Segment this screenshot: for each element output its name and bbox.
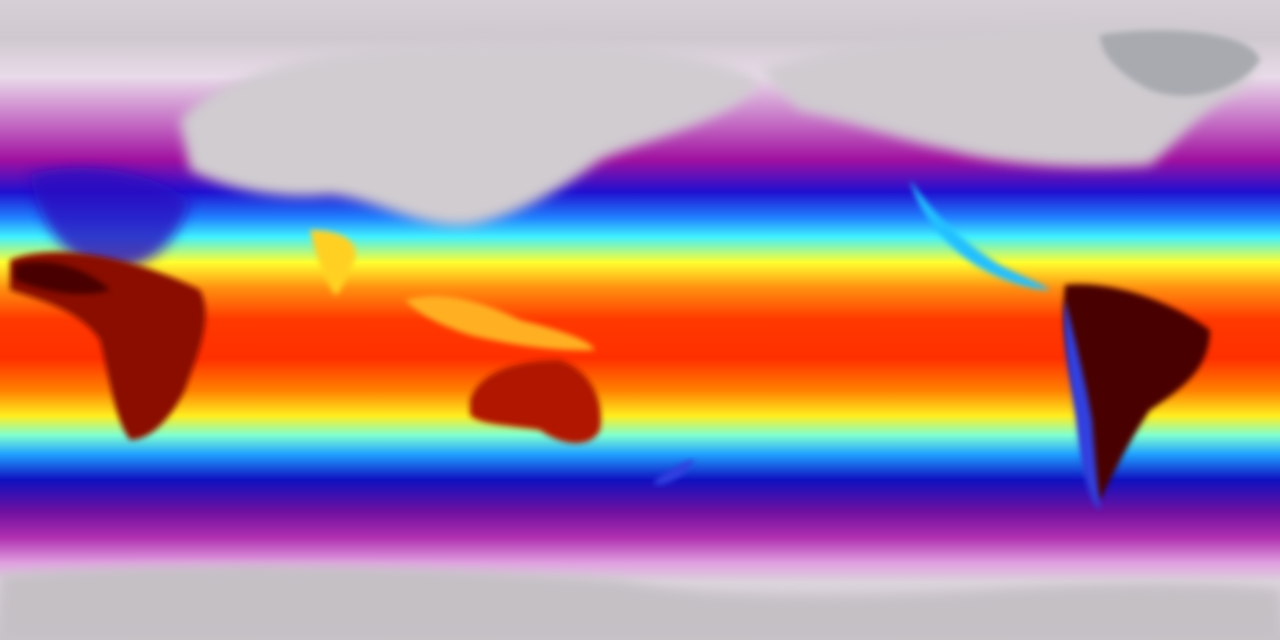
central-asia-cold: [30, 168, 190, 270]
antarctica: [0, 565, 1280, 640]
south-america: [1063, 284, 1210, 500]
africa: [10, 251, 206, 440]
india: [310, 230, 356, 295]
central-america: [910, 180, 1050, 290]
australia: [470, 360, 601, 444]
new-zealand: [655, 459, 695, 485]
andes: [1064, 300, 1100, 510]
greenland: [1100, 30, 1260, 96]
eurasia: [180, 44, 760, 226]
sahara: [15, 261, 110, 295]
maritime-southeast-asia: [405, 296, 595, 351]
